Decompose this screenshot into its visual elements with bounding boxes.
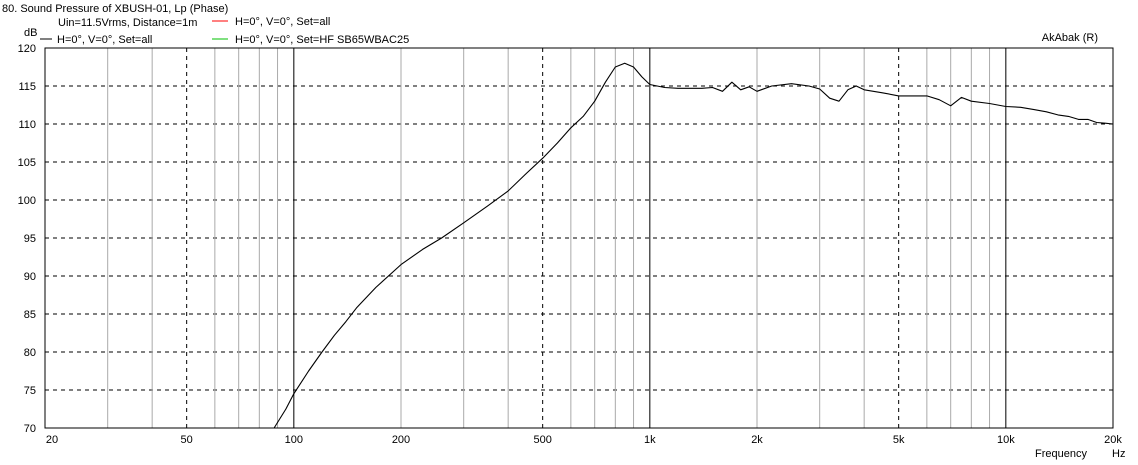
y-tick-label: 100 <box>18 195 36 207</box>
x-tick-label: 5k <box>893 434 905 446</box>
y-tick-label: 105 <box>18 157 36 169</box>
y-tick-labels: 70 75 80 85 90 95 100 105 110 115 120 <box>18 43 36 435</box>
x-tick-label: 20k <box>1104 434 1122 446</box>
legend-label-2: H=0°, V=0°, Set=HF SB65WBAC25 <box>235 34 409 46</box>
watermark: AkAbak (R) <box>1042 32 1098 44</box>
y-axis-label: dB <box>24 27 37 39</box>
x-tick-label: 1k <box>644 434 656 446</box>
x-tick-label: 500 <box>533 434 551 446</box>
y-tick-label: 95 <box>24 233 36 245</box>
y-tick-label: 85 <box>24 309 36 321</box>
x-tick-label: 10k <box>997 434 1015 446</box>
plot-frame <box>44 47 1114 429</box>
x-tick-label: 100 <box>285 434 303 446</box>
y-tick-label: 90 <box>24 271 36 283</box>
x-tick-label: 50 <box>181 434 193 446</box>
x-tick-label: 200 <box>392 434 410 446</box>
series-line-0 <box>45 62 1114 429</box>
x-axis-label: Frequency <box>1035 448 1087 460</box>
x-tick-label: 2k <box>751 434 763 446</box>
y-tick-label: 110 <box>18 119 36 131</box>
x-tick-labels: 20 50 100 200 500 1k 2k 5k 10k 20k <box>46 434 1122 446</box>
x-tick-label: 20 <box>46 434 58 446</box>
legend-label-0: H=0°, V=0°, Set=all <box>57 34 152 46</box>
chart-title: 80. Sound Pressure of XBUSH-01, Lp (Phas… <box>2 3 228 15</box>
x-unit-label: Hz <box>1112 448 1125 460</box>
y-tick-label: 80 <box>24 347 36 359</box>
grid <box>44 47 1114 429</box>
y-tick-label: 120 <box>18 43 36 55</box>
plot-area <box>45 62 1114 429</box>
y-tick-label: 75 <box>24 385 36 397</box>
info-text: Uin=11.5Vrms, Distance=1m <box>58 17 197 29</box>
y-tick-label: 115 <box>18 81 36 93</box>
y-tick-label: 70 <box>24 423 36 435</box>
legend-label-1: H=0°, V=0°, Set=all <box>235 16 330 28</box>
